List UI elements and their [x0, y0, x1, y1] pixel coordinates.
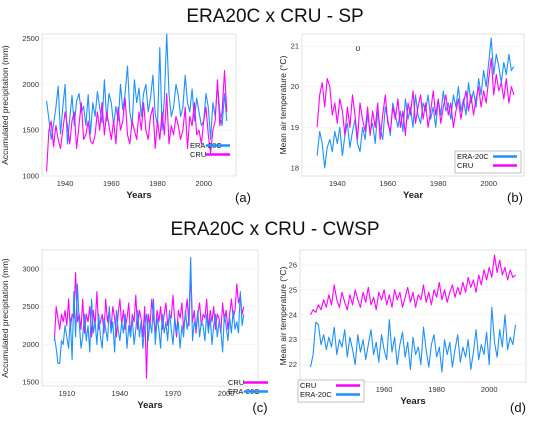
x-axis-label-a: Years: [126, 190, 151, 201]
y-tick-label-b: 18: [291, 163, 299, 172]
x-tick-label-d: 1980: [428, 385, 445, 394]
plot-frame-b: [301, 33, 525, 177]
legend-label-a-1: CRU: [190, 150, 206, 159]
y-tick-label-b: 19: [291, 123, 299, 132]
y-tick-label-b: 21: [291, 42, 299, 51]
x-tick-label-b: 1940: [329, 179, 346, 188]
x-tick-label-c: 1940: [112, 389, 129, 398]
y-tick-label-c: 1500: [22, 378, 39, 387]
series-line-a-era-20c: [46, 33, 228, 145]
series-line-a-cru: [46, 70, 228, 172]
legend-label-b-1: CRU: [457, 161, 473, 170]
x-tick-label-c: 1910: [58, 389, 75, 398]
y-tick-label-c: 2500: [22, 302, 39, 311]
y-axis-label-b: Mean air temperature (°C): [278, 55, 288, 154]
plot-frame-d: [299, 249, 527, 383]
x-tick-label-d: 1960: [376, 385, 393, 394]
series-line-b-era-20c: [316, 37, 515, 169]
x-tick-label-a: 2000: [195, 179, 212, 188]
legend-label-b-0: ERA-20C: [457, 152, 489, 161]
chart-b: 18 19 20 21 1940 1960 1980 2000 Year Mean air tem…: [278, 33, 525, 205]
x-tick-label-b: 1960: [379, 179, 396, 188]
x-axis-label-c: Years: [137, 400, 162, 411]
series-line-c-cru: [53, 272, 245, 379]
legend-label-c-0: CRU: [228, 378, 244, 387]
y-tick-label-c: 2000: [22, 340, 39, 349]
y-axis-label-a: Accumulated precipitation (mm): [0, 45, 10, 165]
title-bottom: ERA20C x CRU - CWSP: [170, 219, 379, 240]
legend-label-d-0: CRU: [300, 381, 316, 390]
x-tick-label-a: 1960: [103, 179, 120, 188]
y-tick-label-a: 2500: [22, 34, 39, 43]
x-tick-label-b: 1980: [430, 179, 447, 188]
series-line-b-cru: [316, 57, 515, 141]
legend-label-d-1: ERA-20C: [300, 390, 332, 399]
y-tick-label-a: 1000: [22, 172, 39, 181]
y-tick-label-d: 25: [289, 285, 297, 294]
x-tick-label-a: 1940: [57, 179, 74, 188]
x-tick-label-d: 2000: [481, 385, 498, 394]
chart-d: 22232425261940196019802000YearsMean air …: [278, 249, 527, 415]
y-tick-label-d: 22: [289, 360, 297, 369]
y-tick-label-a: 1500: [22, 126, 39, 135]
y-tick-label-b: 20: [291, 82, 299, 91]
x-axis-label-b: Year: [403, 190, 423, 201]
y-tick-label-d: 23: [289, 335, 297, 344]
chart-c: 1500 2000 2500 3000 1910 1940 1970 2000 Years Acc…: [0, 249, 268, 415]
x-axis-label-d: Years: [400, 396, 425, 407]
x-tick-label-c: 2000: [218, 389, 235, 398]
plot-frame-c: [41, 249, 259, 387]
y-tick-label-c: 3000: [22, 264, 39, 273]
series-line-d-cru: [310, 254, 516, 316]
x-tick-label-c: 1970: [165, 389, 182, 398]
panel-label-d: (d): [510, 400, 526, 415]
panel-label-c: (c): [252, 400, 267, 415]
panel-label-a: (a): [235, 190, 251, 205]
title-top: ERA20C x CRU - SP: [186, 6, 363, 27]
y-axis-label-c: Accumulated precipitation (mm): [0, 258, 10, 378]
y-tick-label-d: 26: [289, 260, 297, 269]
panel-label-b: (b): [507, 190, 523, 205]
y-tick-label-a: 2000: [22, 80, 39, 89]
y-axis-label-d: Mean air temperature (°C): [278, 266, 288, 365]
series-line-c-era-20c: [53, 257, 245, 364]
series-line-d-era-20c: [309, 306, 517, 373]
x-tick-label-a: 1980: [149, 179, 166, 188]
x-tick-label-b: 2000: [480, 179, 497, 188]
y-tick-label-d: 24: [289, 310, 297, 319]
chart-a: 1000 1500 2000 2500 1940 1960 1980 2000 Years Acc…: [0, 33, 251, 205]
annotation-b-marker: o: [355, 43, 360, 53]
